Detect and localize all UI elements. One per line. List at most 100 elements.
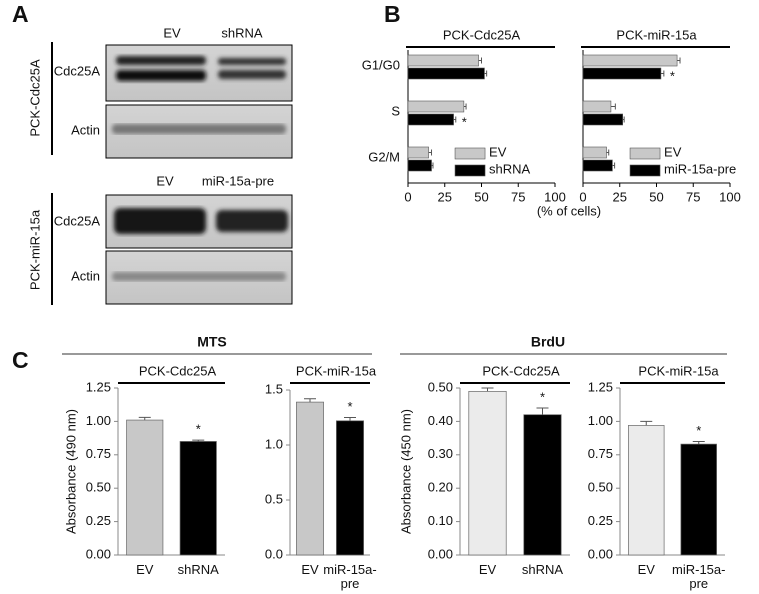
category-label: S	[391, 103, 400, 118]
category-label-box: miR-15a-pre	[672, 563, 725, 591]
y-tick-label: 0.5	[265, 491, 283, 506]
chart-title: PCK-miR-15a	[616, 27, 697, 42]
legend-swatch	[454, 147, 486, 160]
y-tick-label: 0.30	[428, 446, 453, 461]
x-tick-label: 100	[544, 189, 566, 204]
x-tick-label: miR-15a-pre	[323, 563, 377, 591]
bar	[407, 100, 465, 113]
lane-label: EV	[156, 173, 174, 188]
significance: *	[196, 422, 201, 437]
y-tick-label: 1.25	[588, 379, 613, 394]
error-bar	[660, 70, 665, 77]
category-label: G2/M	[368, 149, 400, 164]
bar	[523, 414, 562, 556]
category-label-box: shRNA	[522, 563, 563, 577]
y-tick-label: 0.00	[588, 546, 613, 561]
chart-title: PCK-miR-15a	[638, 363, 719, 378]
x-tick-label: EV	[637, 563, 655, 577]
bar	[582, 159, 613, 172]
chart-title: PCK-Cdc25A	[139, 363, 217, 378]
blot-group: EV shRNA PCK-Cdc25A Cdc25A Actin EV miR-…	[27, 25, 293, 305]
significance: *	[347, 399, 352, 414]
error-bar	[304, 398, 316, 403]
legend-label: miR-15a-pre	[664, 161, 736, 176]
x-tick-label: shRNA	[177, 563, 219, 577]
bar	[407, 159, 432, 172]
chart-title: PCK-Cdc25A	[482, 363, 560, 378]
legend-swatch	[629, 164, 661, 177]
y-tick-label: 0.50	[588, 480, 613, 495]
error-bar	[484, 70, 488, 77]
bar	[407, 113, 454, 126]
error-bar	[640, 420, 653, 426]
y-tick-label: 1.00	[86, 413, 111, 428]
category-label-box: EV	[637, 563, 655, 577]
y-tick-label: 0.25	[86, 513, 111, 528]
bar	[680, 443, 717, 556]
y-tick-label: 0.10	[428, 513, 453, 528]
blot-bands	[114, 208, 288, 234]
category-label-box: EV	[478, 563, 497, 577]
x-tick-label: 75	[686, 189, 700, 204]
legend-label: shRNA	[489, 161, 531, 176]
row-label: Actin	[71, 268, 100, 283]
error-bar	[463, 103, 467, 110]
panel-label: C	[12, 347, 29, 373]
x-tick-label: 75	[511, 189, 525, 204]
lane-label: shRNA	[221, 25, 263, 40]
bar	[296, 401, 324, 556]
x-tick-label: EV	[478, 563, 497, 577]
category-label-box: EV	[136, 563, 154, 577]
row-label: Cdc25A	[54, 63, 101, 78]
bar	[582, 100, 612, 113]
x-tick-label: EV	[301, 563, 319, 577]
y-axis-label: Absorbance (450 nm)	[398, 409, 413, 534]
bar	[628, 425, 665, 556]
blot-band	[112, 124, 286, 134]
x-tick-label: 25	[613, 189, 627, 204]
bar	[582, 54, 678, 67]
cell-line-label: PCK-Cdc25A	[27, 59, 42, 137]
error-bar	[453, 116, 457, 123]
significance: *	[462, 114, 467, 129]
row-label: Actin	[71, 122, 100, 137]
category-label-box: EV	[301, 563, 319, 577]
y-tick-label: 1.00	[588, 413, 613, 428]
error-bar	[344, 417, 356, 421]
bar	[126, 419, 164, 556]
y-tick-label: 1.5	[265, 381, 283, 396]
error-bar	[192, 439, 205, 442]
blot-band	[112, 272, 286, 281]
y-tick-label: 0.25	[588, 513, 613, 528]
lane-label: miR-15a-pre	[202, 173, 274, 188]
bar	[582, 113, 623, 126]
error-bar	[536, 407, 549, 415]
lane-label: EV	[163, 25, 181, 40]
category-label: G1/G0	[362, 57, 400, 72]
category-label-box: shRNA	[177, 563, 219, 577]
x-tick-label: 50	[649, 189, 663, 204]
cell-line-label: PCK-miR-15a	[27, 209, 42, 290]
bar	[468, 390, 507, 556]
error-bar	[677, 57, 681, 64]
y-tick-label: 0.00	[86, 546, 111, 561]
assay-title: MTS	[197, 334, 227, 350]
x-tick-label: EV	[136, 563, 154, 577]
y-tick-label: 0.75	[86, 446, 111, 461]
panel-label: B	[384, 1, 401, 27]
y-tick-label: 0.75	[588, 446, 613, 461]
legend-label: EV	[664, 144, 682, 159]
y-tick-label: 0.50	[428, 379, 453, 394]
error-bar	[692, 440, 705, 445]
x-tick-label: 100	[719, 189, 741, 204]
y-axis-label: Absorbance (490 nm)	[63, 409, 78, 534]
legend-swatch	[629, 147, 661, 160]
significance: *	[540, 389, 545, 404]
panel-label: A	[12, 1, 29, 27]
error-bar	[481, 387, 494, 392]
chart-title: PCK-miR-15a	[296, 363, 377, 378]
error-bar	[612, 162, 616, 169]
x-tick-label: 0	[579, 189, 586, 204]
error-bar	[428, 149, 433, 156]
